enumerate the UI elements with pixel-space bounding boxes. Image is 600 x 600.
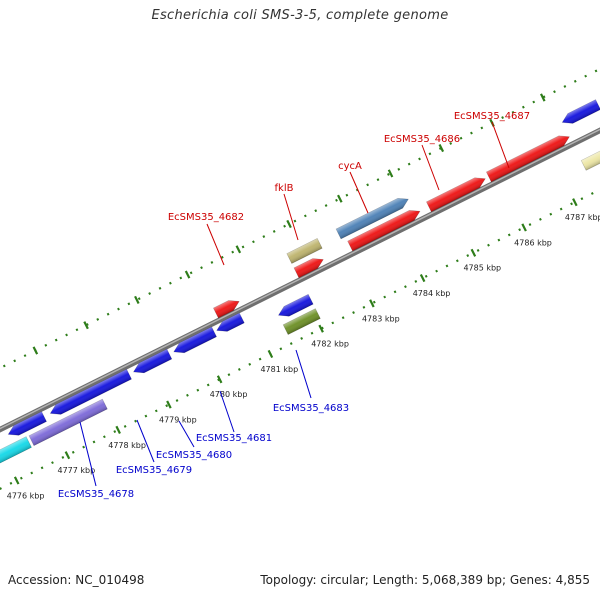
- gene-arrow[interactable]: [131, 348, 173, 377]
- major-tick-inner: [419, 274, 426, 283]
- major-tick-outer: [286, 219, 292, 229]
- gene-label-ecsms35-4680[interactable]: EcSMS35_4680: [156, 450, 232, 461]
- page-title: Escherichia coli SMS-3-5, complete genom…: [151, 8, 449, 23]
- tick-label: 4786 kbp: [514, 238, 552, 247]
- tick-label: 4780 kbp: [210, 390, 248, 399]
- tick-label: 4781 kbp: [260, 365, 298, 374]
- tick-label: 4784 kbp: [413, 289, 451, 298]
- gene-arrow[interactable]: [282, 308, 321, 335]
- major-tick-inner: [216, 375, 223, 384]
- backbone-highlight: [0, 128, 600, 430]
- gene-arrow[interactable]: [286, 238, 323, 264]
- gene-arrow[interactable]: [485, 132, 571, 183]
- gene-arrow[interactable]: [335, 194, 411, 240]
- gene-arrow[interactable]: [293, 255, 326, 279]
- tick-label: 4782 kbp: [311, 340, 349, 349]
- label-leader-line: [136, 419, 155, 463]
- gene-arrow[interactable]: [28, 398, 108, 447]
- tick-label: 4785 kbp: [463, 264, 501, 273]
- gene-label-cyca[interactable]: cycA: [338, 161, 362, 172]
- label-leader-line: [219, 390, 235, 433]
- gene-arrow[interactable]: [347, 206, 423, 252]
- gene-arrow[interactable]: [426, 174, 487, 213]
- label-leader-line: [349, 171, 369, 214]
- major-tick-outer: [83, 321, 89, 330]
- major-tick-inner: [64, 451, 71, 460]
- major-tick-inner: [318, 324, 324, 333]
- tick-label: 4783 kbp: [362, 314, 400, 323]
- gene-label-ecsms35-4686[interactable]: EcSMS35_4686: [384, 134, 460, 145]
- tick-label: 4778 kbp: [108, 441, 146, 450]
- major-tick-inner: [521, 223, 527, 232]
- tick-label: 4776 kbp: [7, 491, 45, 500]
- major-tick-inner: [267, 349, 274, 359]
- gene-label-ecsms35-4682[interactable]: EcSMS35_4682: [168, 212, 244, 223]
- major-tick-outer: [32, 346, 39, 355]
- genome-summary-text: Topology: circular; Length: 5,068,389 bp…: [260, 573, 590, 587]
- major-tick-inner: [369, 299, 375, 308]
- gene-label-ecsms35-4687[interactable]: EcSMS35_4687: [454, 111, 530, 122]
- major-tick-inner: [13, 476, 20, 485]
- gene-arrow[interactable]: [0, 436, 32, 475]
- major-tick-outer: [184, 270, 191, 279]
- label-leader-line: [79, 421, 97, 487]
- gene-arrow[interactable]: [6, 411, 47, 440]
- label-leader-line: [178, 420, 195, 448]
- label-leader-line: [295, 349, 312, 399]
- gene-arrow[interactable]: [560, 99, 600, 128]
- major-tick-outer: [337, 194, 343, 203]
- label-leader-line: [421, 144, 440, 191]
- label-leader-line: [491, 121, 510, 169]
- gene-label-ecsms35-4681[interactable]: EcSMS35_4681: [196, 433, 272, 444]
- outer-tick-ring: [0, 67, 600, 370]
- major-tick-inner: [572, 198, 578, 207]
- major-tick-outer: [235, 245, 242, 254]
- major-tick-inner: [115, 425, 121, 434]
- major-tick-inner: [470, 248, 477, 257]
- label-leader-line: [206, 223, 225, 266]
- backbone-line: [0, 127, 600, 433]
- label-leader-line: [283, 193, 299, 241]
- major-tick-outer: [438, 144, 445, 153]
- gene-label-ecsms35-4679[interactable]: EcSMS35_4679: [116, 465, 192, 476]
- major-tick-outer: [134, 295, 140, 304]
- gene-arrow[interactable]: [580, 142, 600, 171]
- gene-label-fklb[interactable]: fklB: [275, 183, 294, 194]
- inner-tick-ring: [0, 188, 600, 491]
- gene-arrow[interactable]: [213, 296, 241, 319]
- tick-label: 4787 kbp: [565, 213, 600, 222]
- gene-label-ecsms35-4683[interactable]: EcSMS35_4683: [273, 403, 349, 414]
- gene-arrow[interactable]: [171, 326, 217, 357]
- tick-label: 4779 kbp: [159, 415, 197, 424]
- tick-label: 4777 kbp: [58, 466, 96, 475]
- gene-arrow[interactable]: [214, 312, 245, 335]
- major-tick-inner: [166, 400, 172, 409]
- major-tick-outer: [387, 169, 394, 178]
- gene-label-ecsms35-4678[interactable]: EcSMS35_4678: [58, 489, 134, 500]
- major-tick-outer: [540, 93, 546, 102]
- gene-arrow[interactable]: [48, 368, 132, 418]
- accession-text: Accession: NC_010498: [8, 573, 145, 587]
- gene-arrow[interactable]: [276, 293, 314, 320]
